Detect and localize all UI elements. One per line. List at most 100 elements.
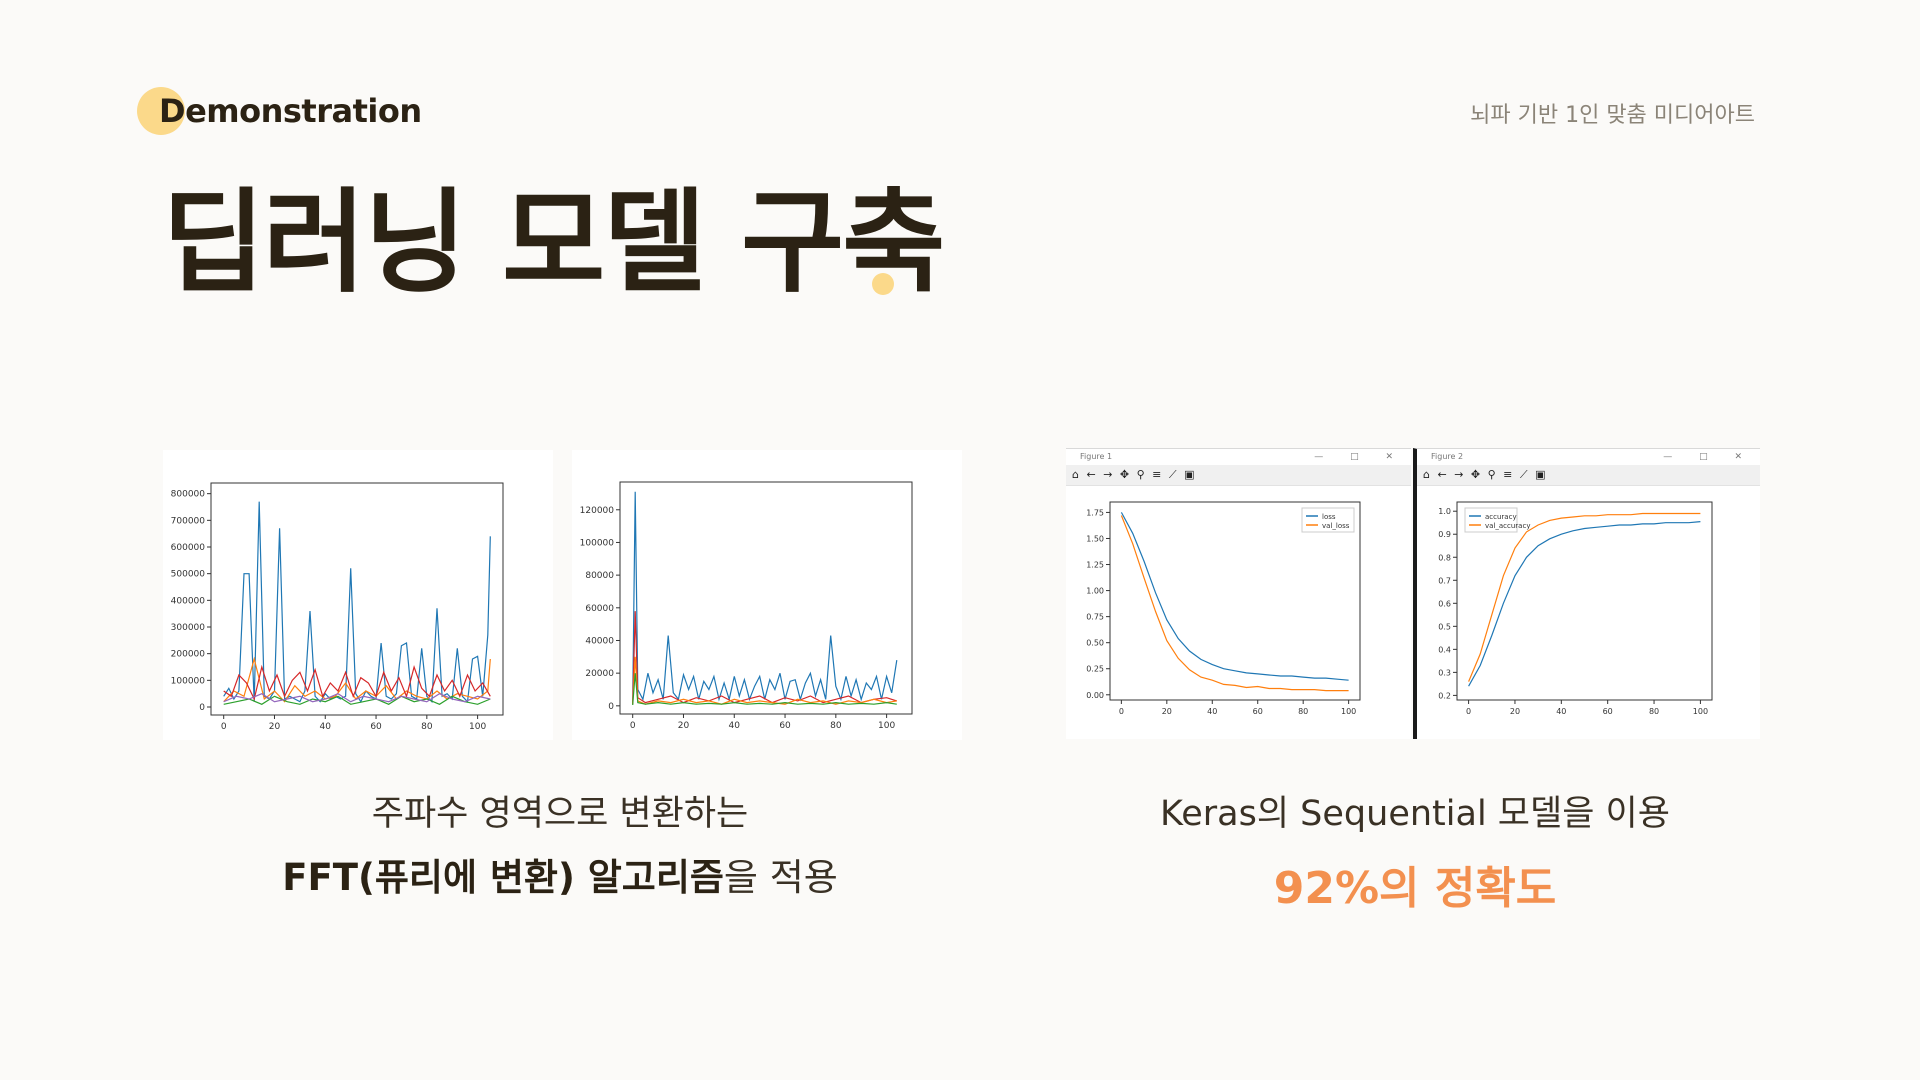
legend-label: val_accuracy (1485, 522, 1530, 530)
x-tick-label: 100 (878, 721, 895, 731)
x-tick-label: 60 (1253, 707, 1263, 716)
y-tick-label: 120000 (580, 506, 615, 516)
y-tick-label: 500000 (171, 570, 206, 580)
right-caption-line1: Keras의 Sequential 모델을 이용 (1160, 794, 1670, 834)
x-tick-label: 0 (1119, 707, 1124, 716)
x-tick-label: 60 (1603, 707, 1613, 716)
y-tick-label: 300000 (171, 623, 206, 633)
y-tick-label: 0 (608, 702, 614, 712)
x-tick-label: 100 (1341, 707, 1356, 716)
y-tick-label: 1.0 (1438, 507, 1451, 516)
x-tick-label: 40 (1207, 707, 1217, 716)
left-caption-line1: 주파수 영역으로 변환하는 (371, 794, 749, 834)
x-tick-label: 80 (1298, 707, 1308, 716)
series-line-2 (223, 695, 491, 705)
window-controls[interactable]: — □ ✕ (1314, 452, 1405, 462)
project-title: 뇌파 기반 1인 맞춤 미디어아트 (1470, 103, 1755, 128)
x-tick-label: 80 (421, 722, 433, 732)
x-tick-label: 40 (729, 721, 741, 731)
y-tick-label: 0.00 (1086, 691, 1104, 700)
y-tick-label: 600000 (171, 543, 206, 553)
title-dot-decoration (872, 273, 894, 295)
accuracy-highlight: 92%의 정확도 (1273, 863, 1557, 914)
plot-toolbar[interactable]: ⌂ ← → ✥ ⚲ ≡ ⟋ ▣ (1066, 465, 1411, 486)
y-tick-label: 0 (199, 703, 205, 713)
y-tick-label: 0.25 (1086, 665, 1104, 674)
y-tick-label: 0.4 (1438, 645, 1451, 654)
x-tick-label: 0 (1466, 707, 1471, 716)
x-tick-label: 100 (1693, 707, 1708, 716)
x-tick-label: 60 (370, 722, 382, 732)
window-controls[interactable]: — □ ✕ (1663, 452, 1754, 462)
y-tick-label: 1.75 (1086, 508, 1104, 517)
plot-toolbar[interactable]: ⌂ ← → ✥ ⚲ ≡ ⟋ ▣ (1417, 465, 1760, 486)
y-tick-label: 0.2 (1438, 691, 1451, 700)
x-tick-label: 20 (269, 722, 281, 732)
y-tick-label: 0.50 (1086, 639, 1104, 648)
legend-box (1301, 507, 1355, 533)
y-tick-label: 0.6 (1438, 599, 1451, 608)
series-line-val_loss (1120, 515, 1349, 692)
y-tick-label: 1.00 (1086, 587, 1104, 596)
section-label-text: Demonstration (159, 92, 422, 130)
legend-label: accuracy (1485, 513, 1517, 521)
left-caption-line2: FFT(퓨리에 변환) 알고리즘을 적용 (180, 847, 940, 901)
x-tick-label: 20 (1510, 707, 1520, 716)
x-tick-label: 40 (1556, 707, 1566, 716)
series-line-3 (632, 673, 897, 706)
series-line-0 (632, 491, 898, 703)
x-tick-label: 40 (320, 722, 332, 732)
y-tick-label: 700000 (171, 516, 206, 526)
window-title: Figure 1 (1080, 452, 1113, 461)
fft-chart-before: 0 20 40 60 80 100 0 100000 200000 300000 400000 500… (163, 450, 553, 740)
y-tick-label: 60000 (585, 604, 614, 614)
y-tick-label: 0.9 (1438, 530, 1451, 539)
fft-chart-after: 0 20 40 60 80 100 0 20000 40000 60000 80000 100000 1… (572, 450, 962, 740)
y-tick-label: 20000 (585, 669, 614, 679)
y-tick-label: 100000 (580, 538, 615, 548)
series-line-accuracy (1468, 521, 1701, 687)
y-tick-label: 0.8 (1438, 553, 1451, 562)
x-tick-label: 0 (221, 722, 227, 732)
window-titlebar: Figure 1 — □ ✕ (1066, 449, 1411, 465)
y-tick-label: 100000 (171, 676, 206, 686)
loss-chart-svg: 0 20 40 60 80 100 0.00 0.25 0.50 0.75 1.00 1.25 1.50… (1086, 501, 1361, 716)
series-line-val_accuracy (1468, 512, 1701, 682)
y-tick-label: 200000 (171, 650, 206, 660)
series-line-3 (223, 664, 491, 701)
plot-frame (1456, 501, 1713, 701)
figure-window-loss: Figure 1 — □ ✕ ⌂ ← → ✥ ⚲ ≡ ⟋ ▣ 0 20 40 60 80… (1066, 448, 1411, 739)
x-tick-label: 20 (1162, 707, 1172, 716)
series-line-2 (632, 656, 897, 705)
y-tick-label: 80000 (585, 571, 614, 581)
x-tick-label: 0 (630, 721, 636, 731)
fft-chart-before-svg: 0 20 40 60 80 100 0 100000 200000 300000 400000 500… (171, 482, 504, 732)
y-tick-label: 1.25 (1086, 561, 1104, 570)
plot-frame (619, 481, 913, 715)
y-tick-label: 1.50 (1086, 534, 1104, 543)
figure-window-accuracy: Figure 2 — □ ✕ ⌂ ← → ✥ ⚲ ≡ ⟋ ▣ 0 20 40 60 80… (1413, 448, 1760, 739)
x-tick-label: 20 (678, 721, 690, 731)
y-tick-label: 0.3 (1438, 668, 1451, 677)
legend-label: val_loss (1322, 522, 1350, 530)
slide-title: 딥러닝 모델 구축 (162, 178, 945, 308)
y-tick-label: 0.5 (1438, 622, 1451, 631)
accuracy-chart-svg: 0 20 40 60 80 100 0.2 0.3 0.4 0.5 0.6 0.7 0.8 0.9 1.0 a… (1438, 501, 1713, 716)
label-dot-decoration (137, 87, 185, 135)
legend-box (1464, 507, 1518, 533)
x-tick-label: 100 (469, 722, 486, 732)
series-line-1 (632, 611, 897, 705)
window-titlebar: Figure 2 — □ ✕ (1417, 449, 1760, 465)
fft-chart-after-svg: 0 20 40 60 80 100 0 20000 40000 60000 80000 100000 1… (580, 481, 913, 731)
legend-label: loss (1322, 513, 1336, 521)
x-tick-label: 80 (830, 721, 842, 731)
y-tick-label: 0.75 (1086, 613, 1104, 622)
x-tick-label: 60 (779, 721, 791, 731)
y-tick-label: 400000 (171, 596, 206, 606)
y-tick-label: 0.7 (1438, 576, 1451, 585)
left-caption-rest: 을 적용 (723, 856, 838, 899)
series-line-4 (223, 693, 491, 703)
x-tick-label: 80 (1649, 707, 1659, 716)
window-title: Figure 2 (1431, 452, 1464, 461)
left-caption-bold: FFT(퓨리에 변환) 알고리즘 (282, 856, 724, 899)
